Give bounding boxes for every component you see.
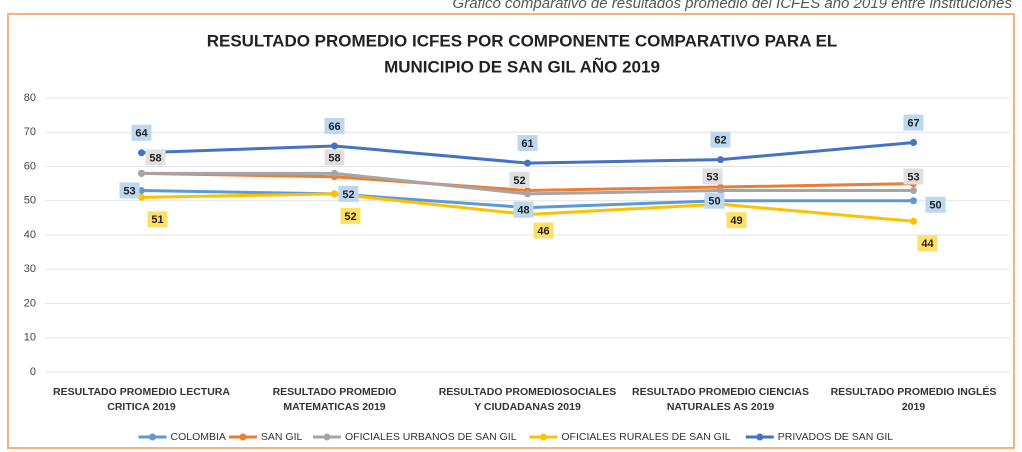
legend-label: PRIVADOS DE SAN GIL xyxy=(778,431,893,443)
point xyxy=(138,149,145,157)
data-label-box xyxy=(131,124,152,141)
data-label: 46 xyxy=(537,225,549,237)
legend-label: OFICIALES URBANOS DE SAN GIL xyxy=(345,431,517,443)
legend-label: OFICIALES RURALES DE SAN GIL xyxy=(561,431,730,443)
data-label: 53 xyxy=(123,185,135,197)
x-tick-label: RESULTADO PROMEDIO LECTURA CRITICA 2019 xyxy=(53,386,230,413)
data-label-box xyxy=(340,207,361,224)
point xyxy=(331,190,338,198)
y-tick-label: 80 xyxy=(24,92,36,104)
chart-border xyxy=(7,13,1015,449)
legend-swatch xyxy=(323,433,331,441)
x-tick-label: RESULTADO PROMEDIOSOCIALES Y CIUDADANAS 2… xyxy=(439,386,617,413)
legend-label: COLOMBIA xyxy=(171,431,226,443)
point xyxy=(910,186,917,194)
x-tick-label: RESULTADO PROMEDIO CIENCIAS NATURALES AS … xyxy=(632,386,809,413)
data-label: 62 xyxy=(714,135,726,147)
data-label-box xyxy=(517,135,538,152)
data-label-box xyxy=(917,235,938,252)
data-label-box xyxy=(119,182,140,199)
point xyxy=(524,159,531,167)
x-tick-label: RESULTADO PROMEDIO MATEMATICAS 2019 xyxy=(273,386,397,413)
data-label-box xyxy=(704,192,725,209)
data-label-box xyxy=(338,185,359,202)
chart-title: MUNICIPIO DE SAN GIL AÑO 2019 xyxy=(384,56,660,76)
point xyxy=(138,169,145,177)
point xyxy=(910,197,917,205)
data-label: 58 xyxy=(328,152,340,164)
data-label: 49 xyxy=(730,215,742,227)
data-label-box xyxy=(324,117,345,134)
data-label-box xyxy=(710,131,731,148)
data-label: 51 xyxy=(151,214,163,226)
data-label-box xyxy=(147,211,168,228)
data-label: 52 xyxy=(344,211,356,223)
point xyxy=(717,186,724,194)
point xyxy=(331,169,338,177)
data-label-box xyxy=(903,114,924,131)
legend-swatch xyxy=(149,433,156,441)
legend-swatch xyxy=(539,433,547,441)
data-label: 52 xyxy=(513,175,525,187)
y-tick-label: 10 xyxy=(24,332,36,344)
data-label-box xyxy=(533,222,554,239)
data-label-box xyxy=(903,168,924,185)
data-label-box xyxy=(145,149,166,166)
data-label: 67 xyxy=(907,117,919,129)
data-label: 50 xyxy=(708,196,720,208)
data-label-box xyxy=(324,149,345,166)
data-label: 53 xyxy=(706,171,718,183)
point xyxy=(331,142,338,150)
chart-title: RESULTADO PROMEDIO ICFES POR COMPONENTE … xyxy=(207,31,838,50)
point xyxy=(524,190,531,198)
y-tick-label: 20 xyxy=(24,297,36,309)
data-label: 66 xyxy=(328,121,340,133)
point xyxy=(910,139,917,147)
point xyxy=(717,156,724,164)
data-label: 61 xyxy=(521,138,533,150)
point xyxy=(138,193,145,201)
point xyxy=(910,217,917,225)
x-tick-label: RESULTADO PROMEDIO INGLÉS 2019 xyxy=(831,385,997,413)
y-tick-label: 30 xyxy=(24,263,36,275)
point xyxy=(138,186,145,194)
y-tick-label: 50 xyxy=(24,195,36,207)
data-label-box xyxy=(513,201,534,218)
data-label-box xyxy=(702,168,723,185)
data-label: 44 xyxy=(921,238,934,250)
legend-label: SAN GIL xyxy=(261,431,303,443)
data-label: 58 xyxy=(149,152,161,164)
data-label: 48 xyxy=(517,205,529,217)
y-tick-label: 0 xyxy=(30,366,36,378)
data-label-box xyxy=(726,212,747,229)
data-label: 52 xyxy=(342,189,354,201)
data-label-box xyxy=(925,196,946,213)
y-tick-label: 40 xyxy=(24,229,36,241)
legend-swatch xyxy=(239,433,247,441)
y-tick-label: 70 xyxy=(24,126,36,138)
data-label-box xyxy=(509,171,530,188)
legend-swatch xyxy=(756,433,764,441)
data-label: 53 xyxy=(907,171,919,183)
y-tick-label: 60 xyxy=(24,160,36,172)
caption: Gráfico comparativo de resultados promed… xyxy=(453,0,1013,12)
data-label: 64 xyxy=(135,128,148,140)
data-label: 50 xyxy=(929,200,941,212)
